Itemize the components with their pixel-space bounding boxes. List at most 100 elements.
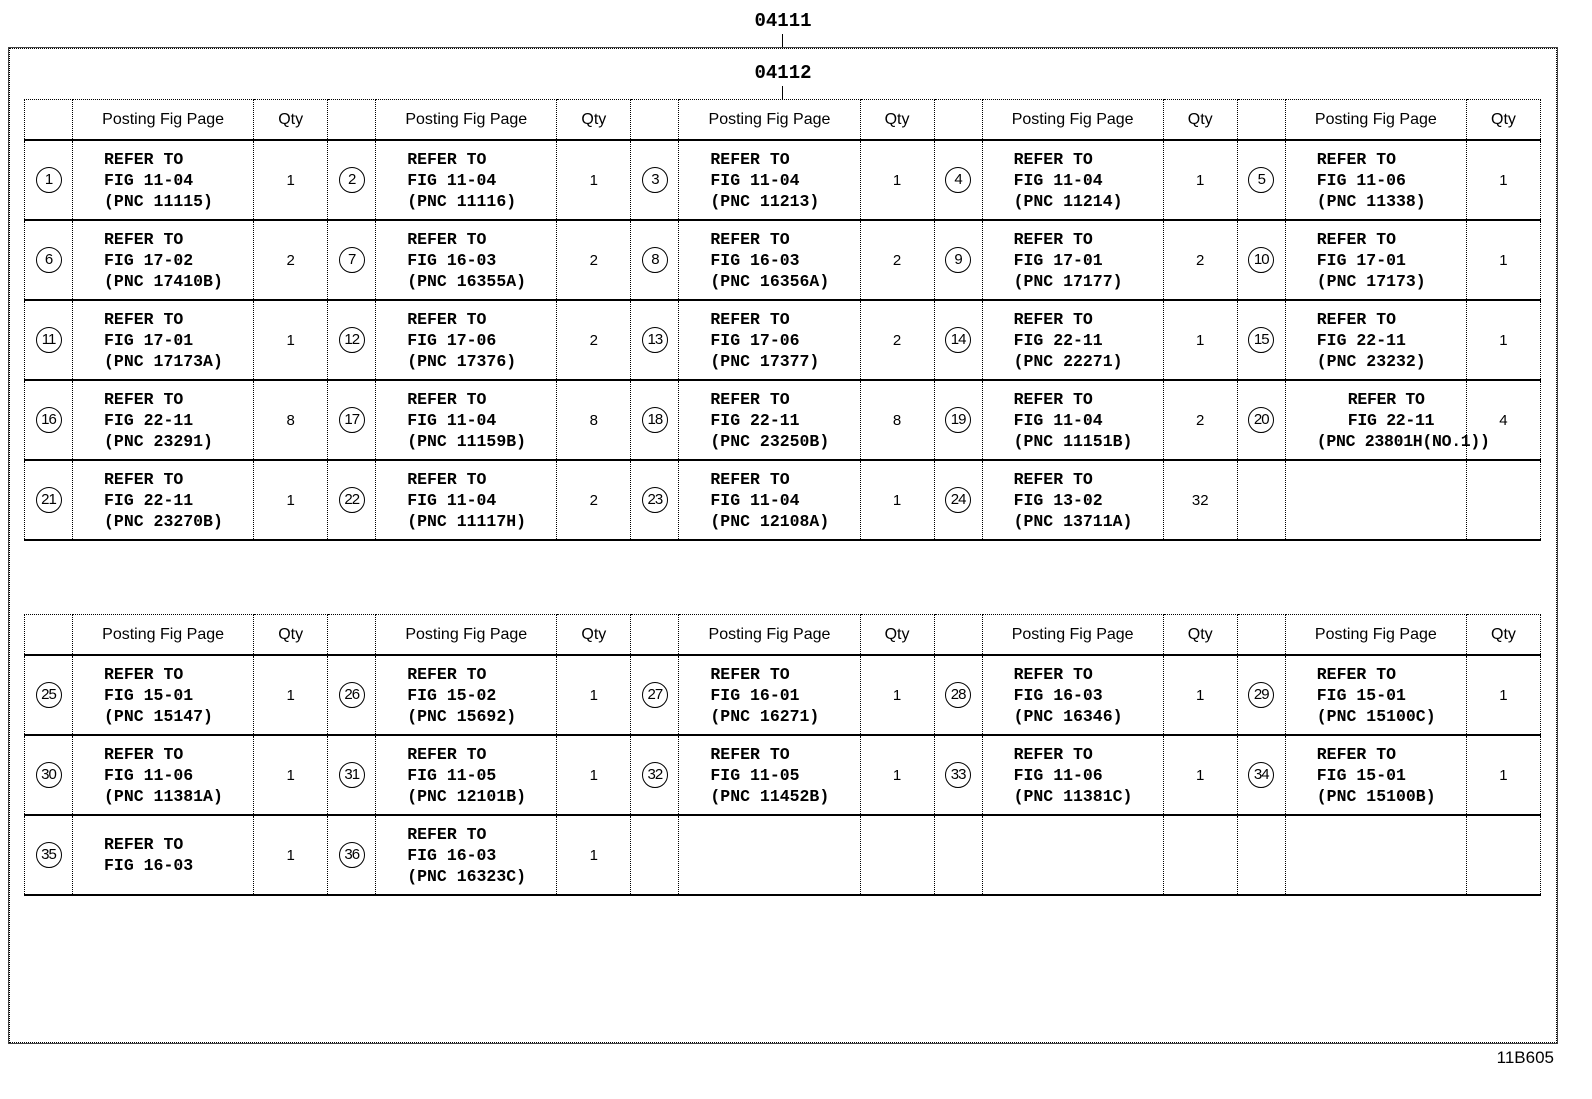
posting-line: (PNC 17410B) (104, 271, 223, 291)
callout-number: 20 (1248, 407, 1275, 433)
posting-cell: REFER TO FIG 11-06 (PNC 11381A) (72, 734, 255, 816)
ref-number-cell (933, 814, 983, 896)
posting-line: (PNC 11213) (710, 191, 820, 211)
posting-line: REFER TO (1013, 469, 1093, 489)
posting-line: (PNC 17173A) (104, 351, 223, 371)
posting-line: FIG 16-03 (407, 845, 497, 865)
posting-line: REFER TO (1316, 309, 1396, 329)
header-posting: Posting Fig Page (678, 99, 861, 141)
posting-line: REFER TO (104, 309, 184, 329)
callout-number: 27 (641, 682, 668, 708)
posting-cell: REFER TO FIG 11-04 (PNC 11151B) (981, 379, 1164, 461)
posting-line: REFER TO (710, 664, 790, 684)
posting-line: FIG 22-11 (710, 410, 800, 430)
posting-line: FIG 17-06 (710, 330, 800, 350)
posting-line: REFER TO (1316, 229, 1396, 249)
qty-cell: 1 (253, 459, 329, 541)
posting-line: (PNC 15100B) (1316, 786, 1436, 806)
header-qty: Qty (859, 99, 935, 141)
posting-line: FIG 11-06 (1316, 170, 1406, 190)
posting-cell: REFER TO FIG 11-06 (PNC 11338) (1284, 139, 1467, 221)
posting-line: FIG 17-01 (1013, 250, 1103, 270)
posting-line: REFER TO (104, 469, 184, 489)
table-row: 25 REFER TO FIG 15-01 (PNC 15147) 1 26 REFER T… (23, 654, 1542, 736)
posting-line: FIG 15-02 (407, 685, 497, 705)
posting-line: REFER TO (1013, 229, 1093, 249)
ref-number-cell: 6 (23, 219, 74, 301)
posting-line: (PNC 23801H(NO.1)) (1316, 431, 1490, 451)
ref-number-cell: 14 (933, 299, 983, 381)
posting-line: FIG 11-04 (407, 170, 497, 190)
ref-number-cell: 3 (630, 139, 680, 221)
callout-number: 23 (641, 487, 668, 513)
table-row: 35 REFER TO FIG 16-03 1 36 REFER TO FIG 16-03(… (23, 814, 1542, 896)
callout-number: 35 (35, 842, 62, 868)
qty-cell: 1 (1465, 734, 1542, 816)
qty-cell: 1 (1162, 139, 1238, 221)
posting-cell: REFER TO FIG 11-05 (PNC 11452B) (678, 734, 861, 816)
callout-number: 32 (641, 762, 668, 788)
leader-line (782, 86, 783, 99)
callout-number: 13 (641, 327, 668, 353)
header-num-cell (23, 614, 74, 656)
posting-cell: REFER TO FIG 22-11 (PNC 23291) (72, 379, 255, 461)
posting-cell: REFER TO FIG 22-11 (PNC 23270B) (72, 459, 255, 541)
ref-number-cell: 31 (327, 734, 377, 816)
posting-line: FIG 17-06 (407, 330, 497, 350)
posting-cell: REFER TO FIG 17-01 (PNC 17177) (981, 219, 1164, 301)
posting-line: (PNC 11116) (407, 191, 517, 211)
posting-cell: REFER TO FIG 11-04 (PNC 11213) (678, 139, 861, 221)
posting-cell: REFER TO FIG 22-11 (PNC 23250B) (678, 379, 861, 461)
ref-number-cell (1236, 459, 1286, 541)
posting-line: FIG 11-06 (1013, 765, 1103, 785)
posting-line: REFER TO (104, 149, 184, 169)
posting-line: FIG 13-02 (1013, 490, 1103, 510)
callout-number: 8 (641, 247, 668, 273)
callout-number: 3 (641, 167, 668, 193)
posting-line: (PNC 17376) (407, 351, 517, 371)
callout-number: 24 (945, 487, 972, 513)
callout-number: 1 (35, 167, 62, 193)
posting-line: (PNC 16346) (1013, 706, 1123, 726)
posting-line: REFER TO (407, 469, 487, 489)
ref-number-cell: 32 (630, 734, 680, 816)
ref-number-cell: 36 (327, 814, 377, 896)
qty-cell: 1 (859, 654, 935, 736)
posting-line: (PNC 15147) (104, 706, 213, 726)
posting-line: (PNC 22271) (1013, 351, 1123, 371)
callout-number: 5 (1248, 167, 1275, 193)
header-qty: Qty (1465, 614, 1542, 656)
table-row: 1 REFER TO FIG 11-04 (PNC 11115) 1 2 REFER TO F… (23, 139, 1542, 221)
callout-number: 33 (945, 762, 972, 788)
ref-number-cell: 9 (933, 219, 983, 301)
posting-line: (PNC 12108A) (710, 511, 830, 531)
posting-line: (PNC 23250B) (710, 431, 830, 451)
callout-number: 30 (35, 762, 62, 788)
callout-number: 15 (1248, 327, 1275, 353)
callout-number: 7 (338, 247, 365, 273)
header-posting: Posting Fig Page (375, 614, 558, 656)
posting-line: (PNC 16356A) (710, 271, 830, 291)
qty-cell: 1 (556, 654, 632, 736)
callout-number: 18 (641, 407, 668, 433)
ref-number-cell: 26 (327, 654, 377, 736)
callout-number: 4 (945, 167, 972, 193)
qty-cell (1465, 459, 1542, 541)
posting-line: FIG 22-11 (104, 410, 194, 430)
posting-line: (PNC 16271) (710, 706, 820, 726)
ref-number-cell: 30 (23, 734, 74, 816)
header-num-cell (630, 614, 680, 656)
qty-cell: 1 (253, 139, 329, 221)
header-posting: Posting Fig Page (375, 99, 558, 141)
posting-cell: REFER TO FIG 16-03 (PNC 16356A) (678, 219, 861, 301)
header-posting: Posting Fig Page (678, 614, 861, 656)
ref-number-cell: 34 (1236, 734, 1286, 816)
posting-line: FIG 11-04 (407, 410, 497, 430)
callout-number: 29 (1248, 682, 1275, 708)
posting-line: (PNC 12101B) (407, 786, 527, 806)
posting-line: FIG 16-03 (1013, 685, 1103, 705)
posting-line: FIG 22-11 (1347, 410, 1435, 430)
header-num-cell (630, 99, 680, 141)
qty-cell (1162, 814, 1238, 896)
ref-number-cell: 25 (23, 654, 74, 736)
